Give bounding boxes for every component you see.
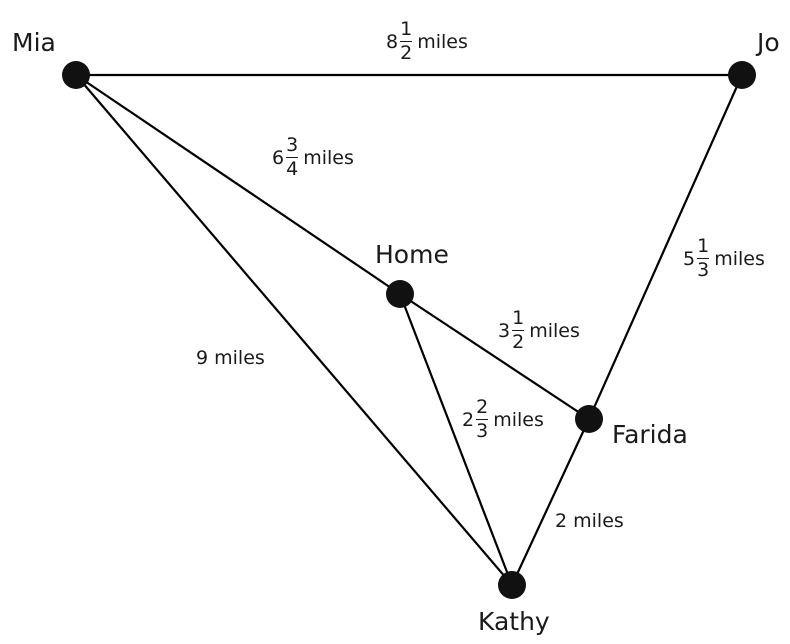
fraction: 1 2 <box>512 309 524 352</box>
fraction: 3 4 <box>286 136 298 179</box>
distance-mia-kathy: 9 miles <box>196 347 265 369</box>
label-mia: Mia <box>12 28 56 57</box>
edge-home-kathy <box>398 293 514 586</box>
denominator: 2 <box>512 331 525 353</box>
fraction-bar <box>400 41 413 42</box>
edge-mia-home <box>75 74 401 295</box>
whole-number: 5 <box>683 247 696 270</box>
whole-number: 8 <box>386 30 399 53</box>
unit: miles <box>529 319 580 342</box>
node-farida <box>575 405 603 433</box>
node-mia <box>62 61 90 89</box>
label-jo: Jo <box>757 28 780 57</box>
fraction-bar <box>476 419 489 420</box>
unit: miles <box>303 146 354 169</box>
node-jo <box>728 61 756 89</box>
numerator: 2 <box>476 396 489 418</box>
edge-home-farida <box>399 293 590 420</box>
whole-number: 2 <box>462 408 475 431</box>
fraction: 1 3 <box>697 237 709 280</box>
numerator: 3 <box>286 134 299 156</box>
denominator: 3 <box>476 420 489 442</box>
numerator: 1 <box>512 307 525 329</box>
fraction-bar <box>697 258 710 259</box>
denominator: 3 <box>697 259 710 281</box>
distance-jo-farida: 5 1 3 miles <box>683 237 765 280</box>
distance-mia-home: 6 3 4 miles <box>272 136 354 179</box>
distance-mia-jo: 8 1 2 miles <box>386 20 468 63</box>
unit: miles <box>417 30 468 53</box>
label-kathy: Kathy <box>478 607 550 636</box>
edge-farida-kathy <box>511 418 590 586</box>
edge-jo-farida <box>587 74 744 420</box>
numerator: 1 <box>697 235 710 257</box>
fraction-bar <box>286 157 299 158</box>
distance-home-kathy: 2 2 3 miles <box>462 398 544 441</box>
whole-number: 6 <box>272 146 285 169</box>
unit: miles <box>493 408 544 431</box>
distance-farida-kathy: 2 miles <box>555 510 624 532</box>
fraction: 1 2 <box>400 20 412 63</box>
label-home: Home <box>375 240 449 269</box>
fraction-bar <box>512 330 525 331</box>
node-kathy <box>498 571 526 599</box>
denominator: 2 <box>400 42 413 64</box>
fraction: 2 3 <box>476 398 488 441</box>
label-farida: Farida <box>612 420 688 449</box>
node-home <box>386 280 414 308</box>
distance-home-farida: 3 1 2 miles <box>498 309 580 352</box>
denominator: 4 <box>286 158 299 180</box>
whole-number: 3 <box>498 319 511 342</box>
unit: miles <box>714 247 765 270</box>
numerator: 1 <box>400 18 413 40</box>
edge-mia-kathy <box>75 74 513 586</box>
